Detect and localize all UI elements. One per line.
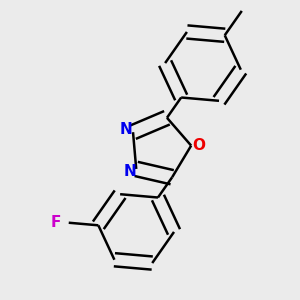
Text: N: N	[120, 122, 133, 137]
Text: O: O	[192, 138, 205, 153]
Text: N: N	[123, 164, 136, 179]
Text: F: F	[51, 215, 62, 230]
